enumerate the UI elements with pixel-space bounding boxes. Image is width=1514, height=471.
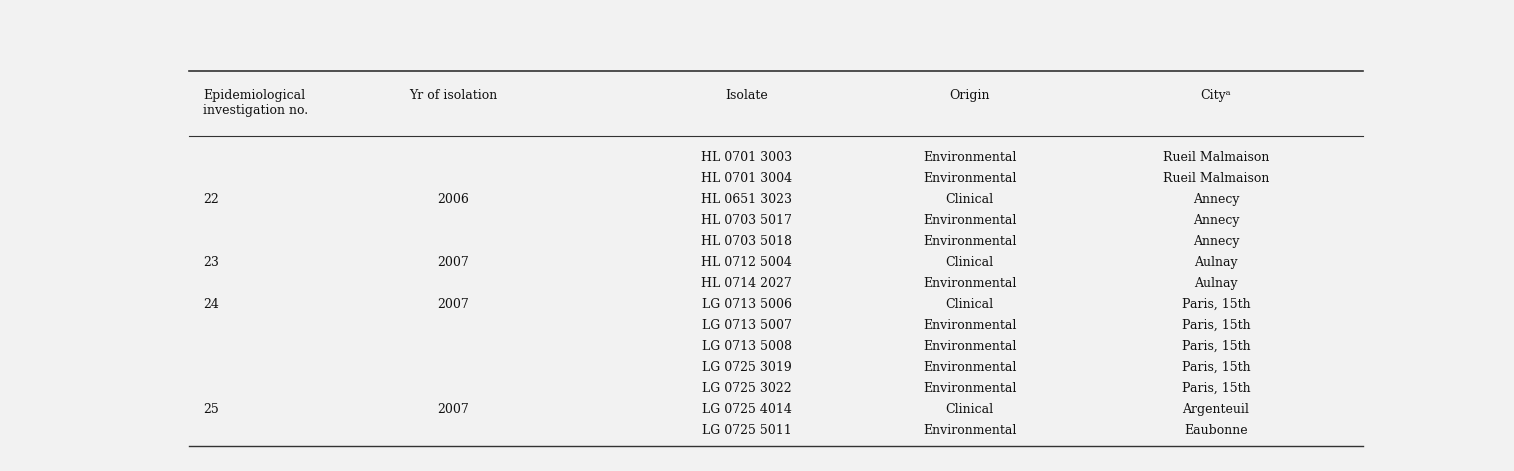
Text: LG 0713 5006: LG 0713 5006 (701, 298, 792, 311)
Text: HL 0714 2027: HL 0714 2027 (701, 277, 792, 290)
Text: HL 0701 3004: HL 0701 3004 (701, 172, 792, 185)
Text: Rueil Malmaison: Rueil Malmaison (1163, 151, 1269, 164)
Text: LG 0725 3019: LG 0725 3019 (701, 361, 792, 374)
Text: Environmental: Environmental (924, 361, 1016, 374)
Text: Rueil Malmaison: Rueil Malmaison (1163, 172, 1269, 185)
Text: Environmental: Environmental (924, 340, 1016, 353)
Text: Environmental: Environmental (924, 319, 1016, 332)
Text: Clinical: Clinical (945, 298, 993, 311)
Text: 22: 22 (203, 193, 220, 206)
Text: Environmental: Environmental (924, 172, 1016, 185)
Text: LG 0725 4014: LG 0725 4014 (701, 403, 792, 416)
Text: 24: 24 (203, 298, 220, 311)
Text: Aulnay: Aulnay (1195, 277, 1238, 290)
Text: Environmental: Environmental (924, 235, 1016, 248)
Text: HL 0651 3023: HL 0651 3023 (701, 193, 792, 206)
Text: HL 0703 5018: HL 0703 5018 (701, 235, 792, 248)
Text: Environmental: Environmental (924, 277, 1016, 290)
Text: 2007: 2007 (438, 256, 469, 269)
Text: Environmental: Environmental (924, 214, 1016, 227)
Text: Annecy: Annecy (1193, 235, 1238, 248)
Text: Yr of isolation: Yr of isolation (409, 89, 498, 102)
Text: LG 0713 5007: LG 0713 5007 (701, 319, 792, 332)
Text: Clinical: Clinical (945, 256, 993, 269)
Text: Annecy: Annecy (1193, 193, 1238, 206)
Text: HL 0712 5004: HL 0712 5004 (701, 256, 792, 269)
Text: Cityᵃ: Cityᵃ (1201, 89, 1231, 102)
Text: Paris, 15th: Paris, 15th (1181, 382, 1251, 395)
Text: LG 0725 5011: LG 0725 5011 (701, 424, 792, 437)
Text: Environmental: Environmental (924, 382, 1016, 395)
Text: LG 0713 5008: LG 0713 5008 (701, 340, 792, 353)
Text: LG 0725 3022: LG 0725 3022 (702, 382, 792, 395)
Text: HL 0703 5017: HL 0703 5017 (701, 214, 792, 227)
Text: 2007: 2007 (438, 298, 469, 311)
Text: 2007: 2007 (438, 403, 469, 416)
Text: Clinical: Clinical (945, 193, 993, 206)
Text: Paris, 15th: Paris, 15th (1181, 298, 1251, 311)
Text: Argenteuil: Argenteuil (1182, 403, 1249, 416)
Text: Paris, 15th: Paris, 15th (1181, 319, 1251, 332)
Text: 25: 25 (203, 403, 220, 416)
Text: Isolate: Isolate (725, 89, 768, 102)
Text: Paris, 15th: Paris, 15th (1181, 340, 1251, 353)
Text: 23: 23 (203, 256, 220, 269)
Text: Annecy: Annecy (1193, 214, 1238, 227)
Text: Epidemiological
investigation no.: Epidemiological investigation no. (203, 89, 309, 117)
Text: Paris, 15th: Paris, 15th (1181, 361, 1251, 374)
Text: Origin: Origin (949, 89, 990, 102)
Text: Eaubonne: Eaubonne (1184, 424, 1248, 437)
Text: Environmental: Environmental (924, 151, 1016, 164)
Text: Environmental: Environmental (924, 424, 1016, 437)
Text: 2006: 2006 (438, 193, 469, 206)
Text: Aulnay: Aulnay (1195, 256, 1238, 269)
Text: Clinical: Clinical (945, 403, 993, 416)
Text: HL 0701 3003: HL 0701 3003 (701, 151, 792, 164)
